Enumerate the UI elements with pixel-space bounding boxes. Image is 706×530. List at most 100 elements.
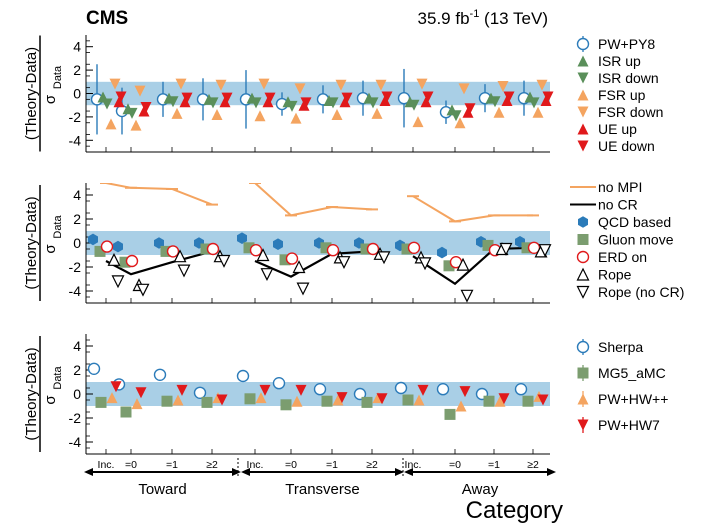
legend-item: UE down: [577, 138, 655, 154]
data-point: [94, 245, 106, 257]
y-tick-label: -2: [69, 259, 82, 275]
legend-item: FSR up: [577, 87, 646, 103]
data-point: [264, 92, 276, 104]
data-point: [173, 249, 187, 263]
data-point: [160, 245, 172, 257]
legend-item: Sherpa: [576, 339, 643, 355]
region-arrowhead: [232, 468, 241, 476]
data-point: [115, 91, 127, 103]
legend-item: Rope: [576, 267, 632, 283]
data-point: [138, 105, 150, 117]
region-label: Toward: [138, 481, 186, 498]
region-arrowhead: [404, 468, 413, 476]
data-point: [420, 96, 432, 108]
data-point: [294, 83, 306, 95]
data-point: [394, 381, 408, 395]
data-point: [464, 103, 476, 115]
data-point: [538, 244, 552, 258]
data-point: [206, 242, 220, 256]
data-point: [126, 107, 138, 119]
data-point: [379, 95, 391, 107]
data-point: [243, 242, 255, 254]
legend-item: Rope (no CR): [576, 284, 684, 300]
y-axis-label-top: (Theory-Data): [23, 196, 40, 289]
data-point: [119, 256, 131, 268]
data-point: [262, 96, 274, 108]
category-axis: Inc. =0 =1 ≥2 Inc. =0 =1 ≥2 Inc. =0 =1 ≥2 Toward Tran…: [84, 458, 563, 524]
data-point: [336, 392, 348, 404]
legend-item: ERD on: [576, 249, 647, 265]
legend-item: FSR down: [577, 104, 663, 120]
data-point: [181, 92, 193, 104]
data-point: [171, 107, 183, 119]
data-point: [366, 242, 380, 256]
legend-label: Rope: [598, 267, 632, 283]
panel-middle: 4 2 0 -2 -4 (Theory-Data) σ Data no MPI no CRQCD …: [23, 179, 684, 304]
data-point: [140, 102, 152, 114]
data-point: [422, 91, 434, 103]
data-point: [313, 383, 327, 396]
data-point: [207, 97, 219, 109]
series-isr-down: [101, 96, 540, 122]
region-arrowhead: [395, 468, 404, 476]
data-point: [460, 289, 474, 303]
series-erd-on: [100, 240, 541, 269]
legend-item: PW+PY8: [576, 36, 655, 52]
legend-label: ERD on: [598, 249, 647, 265]
data-point: [326, 243, 340, 257]
y-axis-label: (Theory-Data) σ Data: [23, 185, 64, 301]
x-tick-label: =0: [125, 459, 137, 471]
y-tick-label: 2: [73, 362, 81, 378]
legend-swatch: [577, 234, 589, 245]
legend-label: UE up: [598, 121, 637, 137]
legend-item: no MPI: [570, 179, 642, 195]
y-tick-label: -2: [69, 410, 82, 426]
legend-label: UE down: [598, 138, 655, 154]
data-point: [201, 396, 213, 408]
x-tick-label: ≥2: [527, 459, 539, 471]
legend-item: Gluon move: [577, 232, 674, 248]
data-point: [331, 109, 343, 121]
data-point: [459, 386, 471, 398]
y-tick-label: 2: [73, 211, 81, 227]
data-point: [244, 393, 256, 405]
data-point: [177, 264, 191, 278]
data-point: [249, 243, 263, 257]
data-point: [200, 243, 212, 255]
y-tick-label: 0: [73, 235, 81, 251]
legend-item: UE up: [577, 121, 637, 137]
data-point: [217, 254, 231, 268]
legend-label: QCD based: [598, 214, 671, 230]
data-point: [514, 383, 528, 396]
data-point: [211, 109, 223, 121]
data-point: [332, 394, 344, 406]
data-point: [321, 395, 333, 407]
x-tick-label: =1: [166, 459, 178, 471]
data-point: [360, 243, 372, 255]
lumi-exponent: -1: [470, 8, 480, 20]
data-point: [106, 392, 118, 404]
data-point: [417, 384, 429, 396]
data-point: [236, 369, 250, 383]
legend-swatch: [578, 216, 588, 228]
data-point: [176, 384, 188, 396]
legend-label: ISR up: [598, 53, 641, 69]
data-point: [130, 119, 142, 131]
y-axis-label-sigma: σ: [42, 94, 59, 104]
y-axis-label-top: (Theory-Data): [23, 47, 40, 140]
legend-swatch: [577, 72, 589, 84]
data-point: [436, 383, 450, 396]
data-point: [179, 96, 191, 108]
y-tick-label: -4: [69, 434, 82, 450]
data-point: [292, 260, 306, 274]
series-gluon-move: [94, 239, 533, 272]
data-point: [250, 97, 262, 109]
data-point: [376, 393, 388, 405]
data-point: [105, 118, 117, 130]
data-point: [219, 96, 231, 108]
data-point: [498, 393, 510, 405]
lumi-energy: (13 TeV): [479, 9, 548, 28]
data-point: [175, 78, 187, 90]
